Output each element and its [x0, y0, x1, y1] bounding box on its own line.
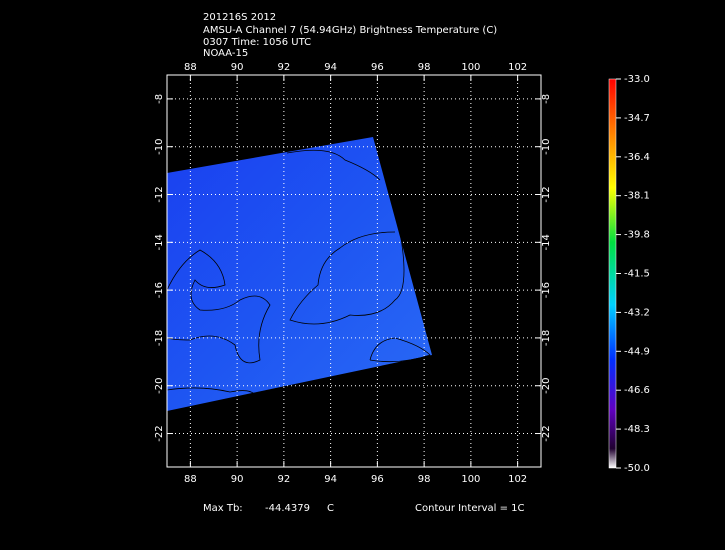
x-tick-label: 94: [324, 474, 337, 485]
x-tick-label: 92: [278, 62, 291, 73]
y-tick-label: -10: [541, 139, 552, 155]
contour-interval: Contour Interval = 1C: [415, 503, 525, 514]
x-tick-label: 96: [371, 62, 384, 73]
y-tick-label: -12: [541, 186, 552, 202]
footer: Max Tb: -44.4379 C Contour Interval = 1C: [203, 503, 525, 514]
x-tick-label: 90: [231, 474, 244, 485]
x-tick-label: 90: [231, 62, 244, 73]
y-tick-label: -14: [154, 234, 165, 250]
x-tick-label: 100: [461, 474, 480, 485]
contour: [166, 249, 271, 364]
x-tick-label: 98: [418, 474, 431, 485]
max-unit: C: [327, 503, 334, 514]
header-line: NOAA-15: [203, 48, 248, 59]
x-tick-label: 102: [508, 62, 527, 73]
data-swath: [167, 137, 432, 411]
y-tick-label: -8: [541, 94, 552, 104]
axes: 88 88 90 90 92 92 94 94 96 96 98 98 100 100 102 102 -8 -8…: [154, 62, 650, 485]
header-line: AMSU-A Channel 7 (54.94GHz) Brightness T…: [203, 25, 497, 36]
colorbar-label: -38.1: [624, 191, 650, 202]
y-tick-label: -16: [541, 282, 552, 298]
colorbar-label: -46.6: [624, 385, 650, 396]
x-tick-label: 102: [508, 474, 527, 485]
x-tick-label: 100: [461, 62, 480, 73]
colorbar-label: -41.5: [624, 269, 650, 280]
y-tick-label: -20: [541, 378, 552, 394]
contours: [166, 149, 431, 396]
colorbar-label: -33.0: [624, 74, 650, 85]
y-tick-label: -14: [541, 234, 552, 250]
x-tick-label: 98: [418, 62, 431, 73]
contour: [369, 337, 431, 363]
contour: [166, 387, 256, 396]
y-tick-label: -18: [154, 330, 165, 346]
contour: [286, 149, 381, 181]
x-tick-label: 88: [184, 62, 197, 73]
x-tick-label: 88: [184, 474, 197, 485]
header: 201216S 2012 AMSU-A Channel 7 (54.94GHz)…: [203, 12, 497, 59]
y-tick-label: -10: [154, 139, 165, 155]
y-tick-label: -20: [154, 378, 165, 394]
header-line: 0307 Time: 1056 UTC: [203, 37, 311, 48]
y-tick-label: -22: [154, 425, 165, 441]
y-tick-label: -22: [541, 425, 552, 441]
x-tick-label: 96: [371, 474, 384, 485]
colorbar-label: -44.9: [624, 346, 650, 357]
max-label: Max Tb:: [203, 503, 243, 514]
contour: [289, 231, 405, 325]
x-tick-label: 94: [324, 62, 337, 73]
colorbar: [608, 78, 617, 469]
y-tick-label: -8: [154, 94, 165, 104]
header-line: 201216S 2012: [203, 12, 276, 23]
colorbar-label: -39.8: [624, 230, 650, 241]
colorbar-label: -50.0: [624, 463, 650, 474]
colorbar-label: -43.2: [624, 307, 650, 318]
y-tick-label: -16: [154, 282, 165, 298]
y-tick-label: -12: [154, 186, 165, 202]
colorbar-label: -34.7: [624, 113, 650, 124]
colorbar-label: -36.4: [624, 152, 650, 163]
map-frame: [166, 74, 542, 468]
y-tick-label: -18: [541, 330, 552, 346]
colorbar-label: -48.3: [624, 424, 650, 435]
max-value: -44.4379: [265, 503, 310, 514]
x-tick-label: 92: [278, 474, 291, 485]
